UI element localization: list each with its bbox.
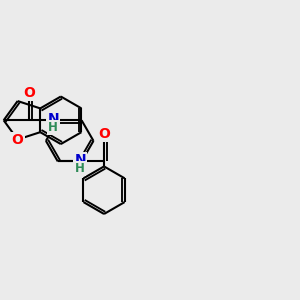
Text: H: H: [48, 121, 58, 134]
Text: H: H: [75, 162, 85, 175]
Text: O: O: [12, 133, 24, 146]
Text: N: N: [47, 112, 59, 126]
Text: N: N: [74, 153, 86, 167]
Text: O: O: [23, 86, 35, 100]
Text: O: O: [98, 128, 110, 141]
